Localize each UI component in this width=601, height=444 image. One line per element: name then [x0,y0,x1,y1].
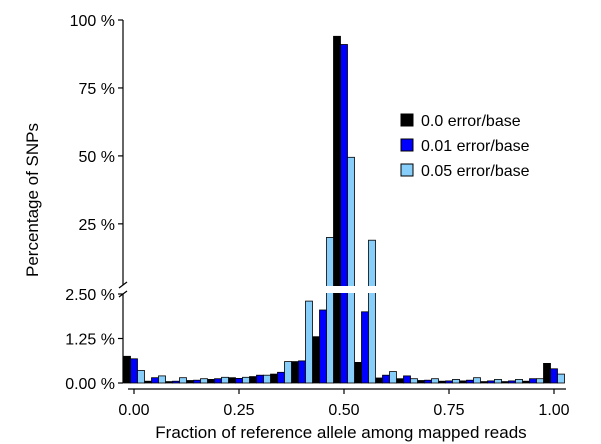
bar-s2-11 [368,239,376,384]
bar-s0-2 [165,381,173,384]
bar-s0-19 [522,380,530,384]
bar-s0-20 [543,362,551,384]
bar-s2-12 [389,371,397,384]
bar-s0-13 [396,378,404,384]
bar-s1-12 [382,374,390,384]
axes-layer [118,19,566,394]
bar-s2-17 [494,378,502,384]
bar-s2-16 [473,377,481,384]
bar-s0-6 [249,376,257,384]
bar-s2-18 [515,378,523,384]
legend-swatch-1 [400,138,414,152]
y-axis-title: Percentage of SNPs [23,123,42,277]
legend-label-1: 0.01 error/base [421,138,530,155]
y-tick-label-upper-1: 50 % [79,149,115,166]
bar-s2-1 [158,375,166,384]
x-tick-label-3: 0.75 [433,402,464,419]
bar-s1-11 [361,311,369,384]
bar-s0-9 [312,336,320,384]
break-mark-top [118,281,128,289]
bar-s0-10 [333,35,341,384]
y-tick-label-upper-3: 100 % [70,13,115,30]
bar-s2-14 [431,378,439,384]
bar-s2-0 [137,370,145,384]
bar-s1-17 [487,380,495,384]
y-tick-label-lower-2: 2.50 % [65,287,115,304]
y-tick-label-upper-2: 75 % [79,81,115,98]
bar-s0-18 [501,381,509,384]
bar-s1-8 [298,360,306,384]
bar-s2-15 [452,378,460,384]
bar-s0-16 [459,380,467,384]
bar-s2-7 [284,361,292,384]
bar-s1-2 [172,380,180,384]
bar-s1-5 [235,377,243,384]
bar-s0-7 [270,373,278,384]
bar-s1-19 [529,378,537,384]
y-tick-label-upper-0: 25 % [79,217,115,234]
legend-label-2: 0.05 error/base [421,163,530,180]
legend-swatch-2 [400,163,414,177]
y-tick-label-lower-0: 0.00 % [65,376,115,393]
bar-s2-9 [326,236,334,384]
bar-s1-15 [445,380,453,384]
bar-s2-8 [305,300,313,384]
bar-s1-1 [151,377,159,384]
bar-s0-4 [207,378,215,384]
legend-swatch-0 [400,113,414,127]
bar-s1-10 [340,44,348,384]
bar-s2-2 [179,377,187,384]
bar-s0-1 [144,380,152,384]
x-tick-label-0: 0.00 [118,402,149,419]
bar-s0-8 [291,361,299,384]
bar-s2-19 [536,378,544,384]
x-tick-label-1: 0.25 [223,402,254,419]
legend-label-0: 0.0 error/base [421,113,521,130]
bar-s2-10 [347,156,355,384]
bar-s0-14 [417,380,425,384]
bar-s1-16 [466,379,474,384]
bar-s0-15 [438,380,446,384]
y-tick-label-lower-1: 1.25 % [65,332,115,349]
x-axis-title: Fraction of reference allele among mappe… [155,423,526,442]
bar-s0-11 [354,361,362,384]
axis-break-gap [128,286,566,293]
bar-s1-13 [403,375,411,384]
legend: 0.0 error/base 0.01 error/base 0.05 erro… [400,113,530,180]
bar-s0-0 [123,355,131,384]
bar-s0-17 [480,381,488,384]
bar-s2-4 [221,376,229,384]
bar-s1-4 [214,378,222,384]
bar-s2-5 [242,376,250,384]
bar-s1-18 [508,380,516,384]
bar-s2-6 [263,374,271,384]
bar-s1-3 [193,379,201,384]
bar-s0-5 [228,377,236,384]
bar-s0-3 [186,380,194,384]
bar-s1-14 [424,379,432,384]
bar-s1-20 [550,368,558,384]
bar-s2-3 [200,378,208,384]
tick-labels: 0.00 % 1.25 % 2.50 % 25 % 50 % 75 % 100 % 0.00 0… [65,13,569,419]
bar-s1-9 [319,309,327,384]
bar-s2-13 [410,378,418,384]
bar-s1-6 [256,374,264,384]
bar-s0-12 [375,377,383,384]
bar-s1-7 [277,371,285,384]
bar-s1-0 [130,358,138,384]
x-tick-label-4: 1.00 [538,402,569,419]
bars-layer [123,35,565,384]
x-tick-label-2: 0.50 [328,402,359,419]
bar-s2-20 [557,373,565,384]
